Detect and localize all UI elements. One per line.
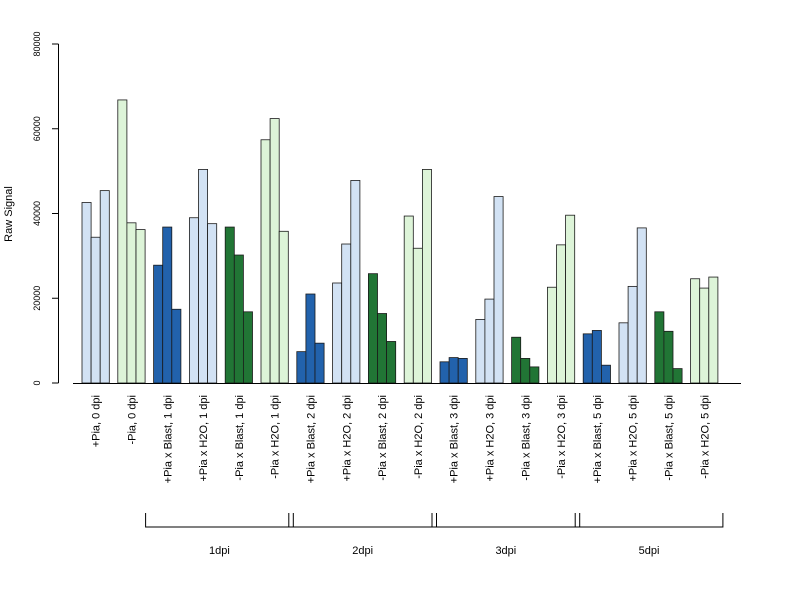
x-tick-label: +Pia x H2O, 3 dpi — [484, 395, 496, 482]
bar — [99, 190, 110, 384]
group-brackets: 1dpi 2dpi 3dpi 5dpi — [145, 513, 724, 557]
x-tick-label: -Pia, 0 dpi — [126, 395, 138, 445]
bar — [207, 223, 218, 384]
x-tick-label: -Pia x H2O, 2 dpi — [413, 395, 425, 479]
bar — [511, 336, 522, 384]
bar — [117, 99, 128, 384]
bar — [260, 139, 271, 384]
group-label: 1dpi — [209, 545, 230, 557]
bar — [350, 180, 361, 384]
bar — [457, 358, 468, 384]
y-tick-label: 20000 — [32, 286, 42, 311]
bar — [601, 364, 611, 384]
x-tick-label: +Pia x Blast, 3 dpi — [449, 395, 461, 483]
bar — [421, 169, 432, 384]
x-tick-label: +Pia, 0 dpi — [91, 395, 103, 447]
bar — [81, 202, 92, 384]
bar — [672, 368, 683, 384]
group-bracket — [431, 513, 581, 528]
bar — [332, 282, 343, 384]
bar — [90, 236, 101, 384]
x-tick-label: +Pia x Blast, 2 dpi — [305, 395, 317, 483]
bar — [386, 341, 397, 384]
y-ticks: 0 20000 40000 60000 80000 — [32, 31, 59, 386]
x-tick-label: -Pia x H2O, 3 dpi — [556, 395, 568, 479]
bar — [341, 243, 352, 384]
x-tick-label: -Pia x H2O, 5 dpi — [699, 395, 711, 479]
bar — [224, 226, 235, 384]
bar — [475, 319, 486, 384]
bar — [663, 330, 674, 384]
y-tick-label: 40000 — [32, 201, 42, 226]
bar — [520, 358, 531, 384]
bar — [162, 226, 173, 384]
group-bracket — [288, 513, 437, 528]
x-tick-label: +Pia x Blast, 5 dpi — [592, 395, 604, 483]
bar — [153, 264, 164, 384]
bar — [565, 214, 576, 384]
bar — [278, 230, 289, 384]
group-label: 2dpi — [352, 545, 373, 557]
x-tick-label: -Pia x Blast, 1 dpi — [234, 395, 246, 481]
bar — [377, 313, 388, 384]
bar — [314, 342, 325, 384]
bar — [412, 247, 423, 384]
bar — [233, 254, 244, 384]
bar — [556, 244, 567, 384]
bar — [654, 311, 665, 384]
bar — [305, 293, 316, 384]
x-tick-label: +Pia x Blast, 1 dpi — [162, 395, 174, 483]
y-tick-label: 0 — [32, 380, 42, 385]
bar — [547, 286, 557, 384]
bar — [582, 333, 593, 384]
bar — [699, 287, 710, 384]
x-tick-label: +Pia x H2O, 1 dpi — [198, 395, 210, 482]
bar — [591, 330, 602, 384]
bar — [198, 169, 209, 384]
y-tick-label: 80000 — [32, 31, 42, 56]
y-axis-label: Raw Signal — [3, 186, 15, 242]
bar — [439, 361, 450, 384]
bar — [690, 278, 701, 384]
bar — [484, 298, 495, 384]
bar — [708, 276, 719, 384]
bar — [269, 118, 280, 384]
group-label: 3dpi — [495, 545, 516, 557]
bar — [636, 227, 647, 384]
bar — [367, 273, 378, 384]
x-tick-label: +Pia x H2O, 2 dpi — [341, 395, 353, 482]
y-tick-label: 60000 — [32, 116, 42, 141]
group-bracket — [574, 513, 724, 528]
bar — [448, 357, 459, 384]
bars-layer — [81, 99, 719, 384]
bar — [171, 308, 182, 384]
bar — [618, 322, 629, 384]
x-tick-label: -Pia x Blast, 5 dpi — [663, 395, 675, 481]
bar — [242, 311, 253, 384]
x-tick-label: +Pia x H2O, 5 dpi — [628, 395, 640, 482]
bar — [188, 217, 199, 384]
bar — [403, 215, 414, 384]
bar — [627, 285, 638, 384]
bar — [126, 222, 137, 384]
x-tick-labels: +Pia, 0 dpi -Pia, 0 dpi +Pia x Blast, 1 dp… — [91, 395, 712, 483]
x-tick-label: -Pia x Blast, 2 dpi — [377, 395, 389, 481]
bar — [529, 366, 540, 384]
group-bracket — [145, 513, 294, 528]
bar — [493, 196, 504, 384]
bar — [296, 351, 307, 384]
group-label: 5dpi — [639, 545, 660, 557]
x-tick-label: -Pia x Blast, 3 dpi — [520, 395, 532, 481]
x-tick-label: -Pia x H2O, 1 dpi — [270, 395, 282, 479]
bar — [135, 229, 146, 384]
